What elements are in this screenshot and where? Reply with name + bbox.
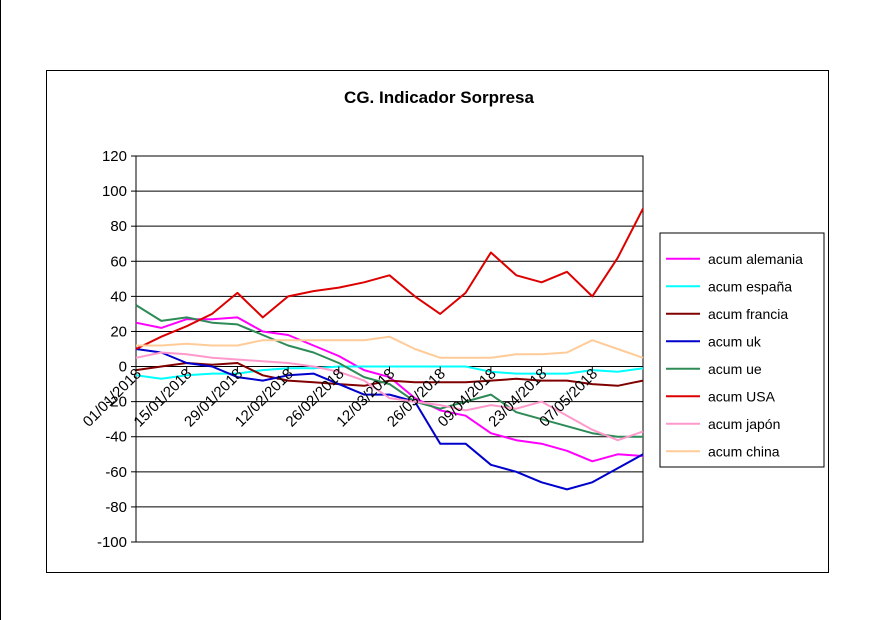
legend-label: acum españa: [708, 278, 792, 294]
y-tick-label: -20: [105, 394, 127, 411]
chart-area: CG. Indicador Sorpresa 120 100 80 60 40 20 0 -2…: [46, 70, 829, 573]
y-tick-label: -40: [105, 429, 127, 446]
legend-box: [659, 232, 825, 468]
plot-area-border: [135, 155, 644, 543]
window-edge: [0, 0, 1, 620]
series-line-acum-china: [136, 335, 644, 359]
series-line-acum-japón: [135, 351, 644, 442]
gridlines: [136, 155, 643, 543]
series-line-acum-francia: [135, 362, 644, 387]
y-tick-label: 40: [110, 288, 127, 305]
y-tick-label: 20: [110, 323, 127, 340]
legend-label: acum francia: [708, 306, 788, 322]
chart-svg: CG. Indicador Sorpresa 120 100 80 60 40 20 0 -2…: [80, 88, 825, 551]
legend-label: acum uk: [708, 333, 762, 349]
series-line-acum-alemania: [135, 316, 644, 463]
series-line-acum-uk: [135, 348, 644, 491]
y-tick-label: -60: [105, 464, 127, 481]
legend-label: acum ue: [708, 361, 762, 377]
legend-label: acum japón: [708, 416, 780, 432]
y-tick-label: 60: [110, 253, 127, 270]
y-tick-label: -100: [97, 534, 127, 551]
y-tick-label: 120: [102, 148, 127, 165]
y-tick-label: 80: [110, 218, 127, 235]
series-line-acum-españa: [135, 365, 644, 380]
chart-title: CG. Indicador Sorpresa: [344, 88, 534, 107]
series-line-acum-ue: [135, 304, 643, 438]
series-line-acum-USA: [135, 208, 644, 350]
y-tick-label: 0: [119, 359, 127, 376]
y-tick-label: -80: [105, 499, 127, 516]
x-axis-ticks: 01/01/201815/01/201829/01/201812/02/2018…: [80, 365, 601, 430]
series-lines: [135, 208, 644, 491]
legend-label: acum alemania: [708, 251, 803, 267]
y-axis-ticks: 120 100 80 60 40 20 0 -20 -40 -60 -80 -100: [97, 148, 136, 551]
y-tick-label: 100: [102, 183, 127, 200]
legend: acum alemania acum españa acum francia acum…: [659, 232, 825, 468]
legend-label: acum china: [708, 443, 780, 459]
legend-label: acum USA: [708, 388, 776, 404]
